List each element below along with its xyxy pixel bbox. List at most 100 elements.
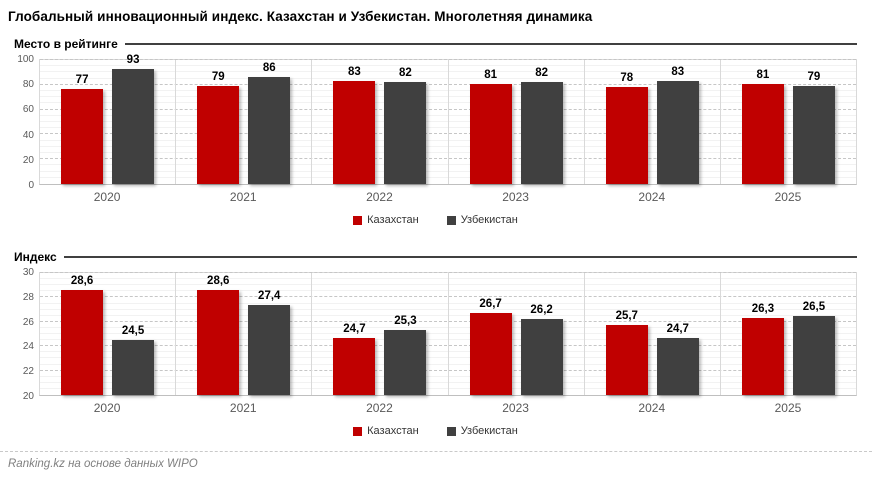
bar-value-label: 79 (211, 71, 225, 84)
legend-swatch-uzbekistan (446, 215, 456, 225)
legend-swatch-uzbekistan (446, 426, 456, 436)
y-tick-label: 22 (22, 366, 34, 378)
bar-uzbekistan-2024: 24,7 (656, 323, 699, 395)
bar-kazakhstan-2021: 79 (197, 71, 240, 184)
bar-kazakhstan-2022: 24,7 (333, 323, 376, 395)
index-plot-area: 28,6 24,5 28,6 27,4 24,7 25,3 26,7 26,2 25,7 24,7… (39, 272, 857, 396)
bar-uzbekistan-2021: 27,4 (248, 290, 291, 395)
year-group-2024: 25,7 24,7 (583, 273, 720, 395)
bar-uzbekistan-2021: 86 (248, 62, 291, 184)
bar-kazakhstan-2024: 25,7 (605, 310, 648, 395)
bar-value-label: 86 (262, 62, 276, 75)
y-tick-label: 0 (28, 180, 34, 191)
bar-groups: 77 93 79 86 83 82 81 82 78 83 81 79 (40, 54, 856, 184)
year-group-2020: 28,6 24,5 (40, 273, 175, 395)
x-axis-label-2023: 2023 (502, 401, 529, 415)
rank-plot-area: 77 93 79 86 83 82 81 82 78 83 81 79 (39, 54, 857, 185)
bar-value-label: 79 (807, 71, 821, 84)
x-axis-label-2025: 2025 (774, 190, 802, 204)
bar-value-label: 78 (620, 72, 634, 85)
bar-value-label: 82 (399, 67, 412, 80)
legend-item-kazakhstan: Казахстан (353, 214, 419, 226)
bar-value-label: 93 (126, 53, 140, 66)
bar-kazakhstan-2023: 81 (469, 69, 512, 184)
infographic: Глобальный инновационный индекс. Казахст… (0, 9, 872, 470)
year-group-2021: 28,6 27,4 (175, 273, 311, 395)
bar-uzbekistan-2020: 24,5 (112, 325, 155, 395)
x-axis-label-2022: 2022 (366, 401, 393, 415)
year-group-2021: 79 86 (175, 60, 311, 184)
section-rule-rank (124, 43, 857, 45)
bar-value-label: 26,7 (479, 298, 502, 311)
x-axis-label-2022: 2022 (366, 190, 393, 204)
bar-value-label: 24,7 (666, 322, 689, 335)
year-group-2022: 83 82 (311, 60, 447, 184)
index-y-axis: 20 22 24 26 28 30 (14, 267, 39, 402)
year-group-2020: 77 93 (40, 54, 175, 184)
x-axis-label-2024: 2024 (638, 190, 666, 204)
legend-label-uzbekistan: Узбекистан (460, 214, 518, 226)
bar-kazakhstan-2020: 28,6 (61, 275, 104, 395)
bar-uzbekistan-2022: 82 (384, 67, 427, 184)
x-axis-label-2023: 2023 (502, 190, 529, 204)
legend-swatch-kazakhstan (353, 215, 363, 225)
bar-uzbekistan-2025: 79 (792, 71, 835, 184)
bar-value-label: 26,2 (530, 304, 553, 317)
page-title: Глобальный инновационный индекс. Казахст… (8, 9, 593, 24)
bar-kazakhstan-2023: 26,7 (469, 298, 512, 395)
x-axis-label-2024: 2024 (638, 401, 666, 415)
y-tick-label: 80 (22, 79, 34, 91)
bar-uzbekistan-2022: 25,3 (384, 315, 427, 395)
index-chart-section: Индекс 20 22 24 26 28 30 28,6 24,5 28,6 27,4 24,7… (14, 250, 857, 437)
bar-groups: 28,6 24,5 28,6 27,4 24,7 25,3 26,7 26,2 25,7 24,7… (40, 273, 856, 395)
bar-value-label: 28,6 (207, 275, 230, 288)
section-header-index: Индекс (14, 250, 857, 264)
bar-kazakhstan-2025: 26,3 (741, 303, 784, 395)
section-rule-index (63, 256, 857, 258)
x-axis-label-2025: 2025 (774, 401, 802, 415)
rank-x-axis: 2020 2021 2022 2023 2024 2025 (39, 185, 856, 204)
y-tick-label: 20 (22, 391, 34, 402)
section-header-rank: Место в рейтинге (14, 37, 857, 51)
y-tick-label: 20 (22, 154, 34, 166)
legend-item-uzbekistan: Узбекистан (446, 425, 518, 437)
bar-kazakhstan-2020: 77 (61, 74, 104, 184)
rank-legend: Казахстан Узбекистан (14, 214, 857, 226)
bar-kazakhstan-2024: 78 (605, 72, 648, 184)
bar-value-label: 83 (671, 66, 685, 79)
bar-kazakhstan-2022: 83 (333, 66, 376, 184)
year-group-2025: 26,3 26,5 (719, 273, 856, 395)
bar-uzbekistan-2023: 82 (520, 67, 563, 184)
y-tick-label: 100 (17, 54, 34, 65)
bar-uzbekistan-2025: 26,5 (792, 301, 835, 395)
source-note: Ranking.kz на основе данных WIPO (8, 458, 198, 470)
rank-chart: 0 20 40 60 80 100 77 93 79 86 83 82 81 82 78 83 81 79 (14, 54, 857, 191)
year-group-2023: 81 82 (447, 60, 584, 184)
bar-value-label: 24,7 (343, 322, 366, 335)
bar-value-label: 27,4 (258, 289, 281, 302)
bar-value-label: 26,3 (751, 303, 775, 316)
bar-value-label: 81 (484, 68, 497, 81)
year-group-2024: 78 83 (583, 60, 720, 184)
bar-value-label: 28,6 (70, 275, 94, 288)
y-tick-label: 24 (22, 341, 34, 353)
legend-swatch-kazakhstan (353, 426, 363, 436)
bar-kazakhstan-2025: 81 (741, 69, 784, 184)
bar-value-label: 25,7 (615, 310, 638, 323)
bar-value-label: 82 (535, 67, 548, 80)
bar-value-label: 26,5 (802, 300, 826, 313)
year-group-2023: 26,7 26,2 (447, 273, 584, 395)
bar-value-label: 81 (756, 68, 770, 81)
year-group-2025: 81 79 (719, 60, 856, 184)
year-group-2022: 24,7 25,3 (311, 273, 447, 395)
bar-kazakhstan-2021: 28,6 (197, 275, 240, 395)
y-tick-label: 30 (22, 267, 34, 278)
y-tick-label: 28 (22, 291, 34, 303)
section-title-rank: Место в рейтинге (14, 37, 118, 51)
x-axis-label-2021: 2021 (229, 190, 257, 204)
x-axis-label-2020: 2020 (93, 190, 121, 204)
y-tick-label: 26 (22, 316, 34, 328)
bar-value-label: 25,3 (394, 315, 417, 328)
bar-value-label: 77 (75, 73, 89, 86)
legend-label-kazakhstan: Казахстан (367, 425, 419, 437)
